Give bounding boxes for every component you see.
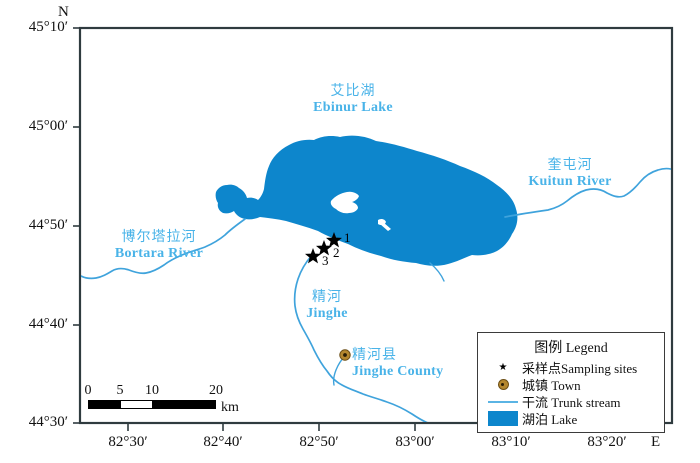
sampling-site-3-star[interactable] [305, 248, 321, 264]
label-kuitun-river: 奎屯河 Kuitun River [506, 158, 634, 189]
label-jinghe-en: Jinghe [306, 305, 348, 321]
legend-label-lake: 湖泊 Lake [522, 412, 578, 427]
y-tick-label-44-30: 44°30′ [28, 414, 68, 430]
ebinur-lake-polygon [215, 135, 518, 266]
legend-row-lake: 湖泊 Lake [484, 410, 658, 427]
jinghe-river-line [293, 254, 428, 422]
legend-title: 图例 Legend [534, 341, 608, 356]
y-axis-ticks [73, 27, 80, 424]
label-jinghe-county-en: Jinghe County [352, 363, 444, 379]
scale-bar-graphic: km [88, 400, 239, 415]
scale-bar-unit: km [221, 400, 239, 415]
legend-label-trunk-stream: 干流 Trunk stream [522, 395, 621, 410]
x-tick-label-82-30: 82°30′ [108, 434, 148, 450]
legend-box: 图例 Legend ★ 采样点Sampling sites 城镇 Town 干流… [477, 332, 665, 433]
sampling-site-star-icon: ★ [498, 361, 508, 373]
label-jinghe-county-cn: 精河县 [352, 348, 397, 363]
x-tick-label-83-10: 83°10′ [491, 434, 531, 450]
bortara-river-line [81, 218, 246, 280]
label-jinghe: 精河 Jinghe [287, 290, 367, 321]
lake-streak [380, 222, 391, 231]
y-tick-label-45-00: 45°00′ [28, 118, 68, 134]
x-tick-label-83-00: 83°00′ [395, 434, 435, 450]
sampling-site-1-star[interactable] [326, 232, 342, 248]
x-tick-label-82-40: 82°40′ [203, 434, 243, 450]
lake-island [330, 191, 359, 214]
scale-tick-20: 20 [209, 383, 223, 398]
scale-bar: 0 5 10 20 km [84, 383, 239, 415]
label-ebinur-lake: 艾比湖 Ebinur Lake [288, 84, 418, 115]
label-bortara-river: 博尔塔拉河 Bortara River [94, 230, 224, 261]
label-bortara-river-cn: 博尔塔拉河 [121, 230, 197, 245]
legend-row-town: 城镇 Town [484, 376, 658, 393]
legend-label-sampling-sites: 采样点Sampling sites [522, 361, 638, 376]
y-tick-label-44-40: 44°40′ [28, 316, 68, 332]
label-ebinur-lake-cn: 艾比湖 [330, 84, 376, 99]
scale-seg-10-20 [152, 401, 215, 408]
y-axis-cardinal-label: N [58, 4, 69, 20]
scale-seg-5-10 [121, 401, 153, 408]
sampling-site-markers [305, 232, 342, 264]
label-bortara-river-en: Bortara River [114, 245, 204, 261]
sampling-site-label-1: 1 [344, 230, 351, 245]
label-kuitun-river-cn: 奎屯河 [547, 158, 593, 173]
scale-tick-5: 5 [116, 383, 124, 398]
scale-seg-0-5 [89, 401, 121, 408]
sampling-site-label-3: 3 [322, 253, 329, 268]
lake-outlet-stream [429, 262, 445, 282]
label-jinghe-county: 精河县 Jinghe County [352, 348, 462, 379]
x-tick-label-83-20: 83°20′ [587, 434, 627, 450]
y-tick-label-45-10: 45°10′ [28, 19, 68, 35]
sampling-site-label-2: 2 [333, 245, 340, 260]
lake-swatch-icon [484, 411, 522, 426]
x-axis-cardinal-label: E [651, 434, 661, 450]
town-circle-icon [484, 379, 522, 390]
legend-label-town: 城镇 Town [522, 378, 581, 393]
label-ebinur-lake-en: Ebinur Lake [313, 99, 393, 115]
scale-bar-ticks: 0 5 10 20 [84, 383, 224, 400]
jinghe-tributary-line [332, 355, 346, 386]
legend-row-trunk-stream: 干流 Trunk stream [484, 393, 658, 410]
scale-tick-10: 10 [145, 383, 159, 398]
x-tick-label-82-50: 82°50′ [299, 434, 339, 450]
label-jinghe-cn: 精河 [312, 290, 342, 305]
stream-line-icon [484, 400, 522, 403]
y-tick-label-44-50: 44°50′ [28, 217, 68, 233]
town-marker-jinghe-county[interactable] [339, 349, 351, 361]
scale-tick-0: 0 [84, 383, 92, 398]
legend-row-sampling-sites: ★ 采样点Sampling sites [484, 359, 658, 376]
kuitun-river-line [504, 167, 671, 218]
sampling-site-2-star[interactable] [316, 240, 332, 256]
label-kuitun-river-en: Kuitun River [528, 173, 612, 189]
